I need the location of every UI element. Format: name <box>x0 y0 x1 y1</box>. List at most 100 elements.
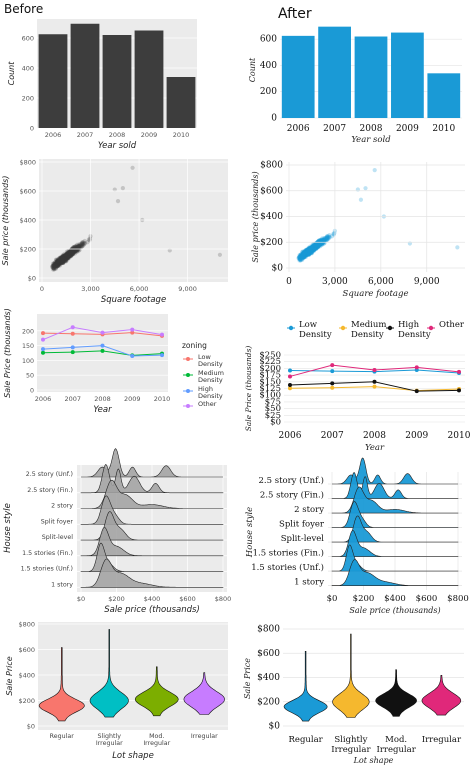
before-scatter-point <box>64 252 69 257</box>
before-scatter-point <box>65 256 70 261</box>
before-scatter-point <box>66 251 71 257</box>
after-scatter-marks <box>296 168 460 263</box>
before-scatter-point <box>56 260 62 266</box>
after-scatter-point <box>320 237 325 242</box>
before-ridge-density <box>80 542 224 572</box>
after-scatter-point <box>299 252 305 257</box>
before-scatter-point <box>56 259 61 265</box>
after-scatter-point <box>313 243 319 248</box>
after-violin-ytick: $200 <box>257 697 280 707</box>
before-scatter-point <box>59 260 64 266</box>
after-scatter-point <box>310 246 315 252</box>
after-scatter-point <box>307 248 313 253</box>
after-scatter-point <box>303 252 309 257</box>
after-zoning-xlabel: Year <box>365 443 385 453</box>
after-title: After <box>278 6 312 22</box>
after-scatter-point <box>311 247 317 253</box>
before-ridge-label: 2.5 story (Fin.) <box>27 487 73 494</box>
after-scatter-point <box>297 257 303 262</box>
before-scatter-point <box>60 258 65 263</box>
after-scatter-point <box>299 253 305 258</box>
before-scatter-point <box>69 251 74 256</box>
before-scatter-point <box>64 254 69 259</box>
before-scatter-point <box>65 253 71 258</box>
before-zoning-point <box>70 345 75 350</box>
after-scatter-point <box>304 250 309 255</box>
after-scatter-point <box>315 242 320 247</box>
after-scatter-point <box>306 249 312 254</box>
before-scatter-point <box>65 255 70 261</box>
before-scatter-point <box>55 262 61 267</box>
before-scatter-point <box>67 254 72 259</box>
after-scatter-point <box>310 248 316 253</box>
after-scatter-point <box>302 252 307 257</box>
after-zoning-point <box>372 368 377 373</box>
before-scatter-point <box>61 256 66 261</box>
before-scatter-point <box>56 259 61 264</box>
after-scatter-point <box>312 244 317 250</box>
after-scatter-point <box>311 242 316 247</box>
before-scatter-point <box>59 256 64 262</box>
before-scatter-point <box>60 257 65 262</box>
before-scatter-ytick: $200 <box>19 246 36 254</box>
before-scatter-point <box>59 259 64 264</box>
before-scatter-point <box>63 254 69 259</box>
before-title: Before <box>4 2 43 16</box>
after-year-ytick: 600 <box>260 35 277 45</box>
after-violin-ylabel: Sale Price <box>243 658 252 699</box>
after-scatter-point <box>310 246 315 251</box>
before-scatter-point <box>63 252 68 258</box>
after-scatter-point <box>316 239 322 244</box>
after-scatter-point <box>304 248 309 253</box>
after-year-xtick: 2006 <box>287 124 310 134</box>
after-scatter-point <box>315 243 320 248</box>
after-scatter-point <box>302 250 307 255</box>
after-scatter-point <box>304 248 310 253</box>
before-scatter-point <box>67 253 72 258</box>
after-year-bar <box>391 32 424 119</box>
before-zoning-point <box>130 330 135 335</box>
after-violin-xlabel: Lot shape <box>353 756 394 765</box>
before-scatter-point <box>59 256 64 261</box>
after-scatter-point <box>303 248 308 253</box>
before-scatter-point <box>53 261 59 266</box>
after-scatter-point <box>304 250 310 255</box>
before-scatter-point <box>63 257 68 262</box>
after-scatter-point <box>307 247 312 252</box>
before-scatter-point <box>71 248 77 254</box>
before-scatter-point <box>75 244 80 249</box>
after-ridge-density <box>331 559 459 586</box>
before-scatter-point <box>61 256 66 261</box>
after-scatter-point <box>317 240 323 245</box>
before-scatter-point <box>54 263 59 268</box>
before-scatter-point <box>60 256 65 261</box>
before-scatter-point <box>58 258 63 263</box>
before-scatter-point <box>59 258 65 263</box>
after-scatter-point <box>302 250 307 256</box>
after-zoning-point <box>330 381 335 386</box>
before-scatter-point <box>69 249 75 254</box>
before-scatter-point <box>64 253 70 258</box>
after-scatter-point <box>316 242 321 247</box>
before-scatter-point <box>64 253 69 258</box>
after-scatter-point <box>311 247 316 252</box>
before-scatter-point <box>61 256 66 261</box>
before-scatter-point <box>66 251 71 256</box>
before-scatter-point <box>60 257 65 262</box>
before-scatter-point <box>60 259 65 264</box>
before-year-ytick: 400 <box>22 65 34 73</box>
after-scatter-point <box>311 246 316 251</box>
before-scatter-point <box>60 258 66 263</box>
after-scatter-point <box>305 251 311 256</box>
before-scatter-point <box>58 255 63 260</box>
after-scatter-point <box>307 247 312 253</box>
before-scatter-point <box>58 256 63 261</box>
after-scatter-point <box>302 251 307 256</box>
before-scatter-point <box>70 249 75 254</box>
after-scatter-point <box>304 250 309 255</box>
before-scatter-point <box>53 259 58 265</box>
before-scatter-point <box>61 257 66 262</box>
after-scatter-point <box>312 246 317 251</box>
before-scatter-point <box>50 263 55 269</box>
before-scatter-point <box>63 252 69 257</box>
